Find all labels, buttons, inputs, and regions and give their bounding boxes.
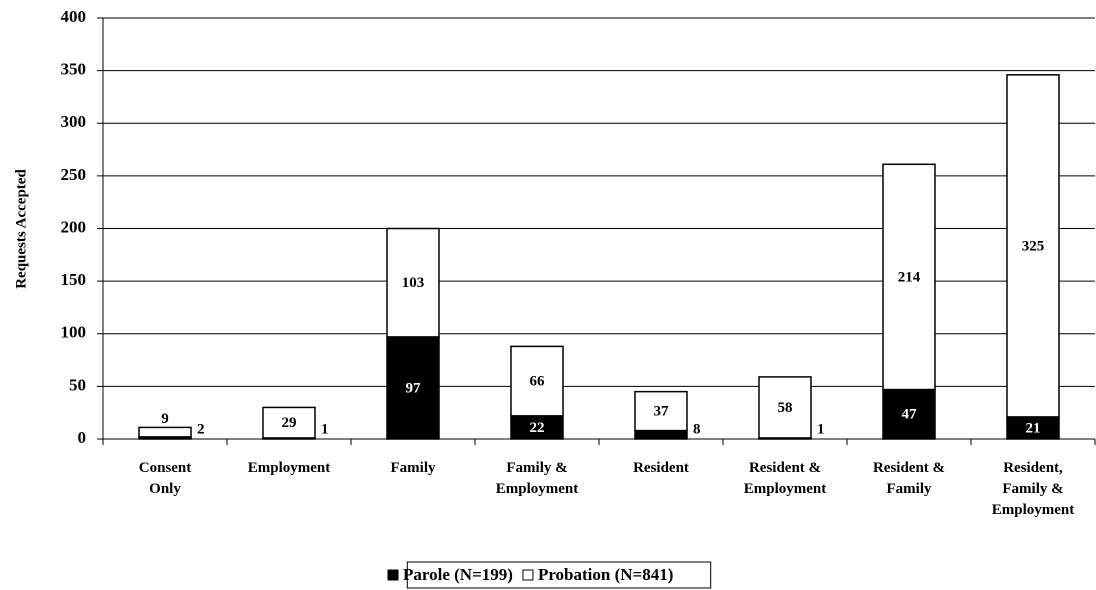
x-tick-label: Resident & Family [873, 460, 945, 497]
x-tick-label: Consent Only [139, 460, 192, 497]
data-label: 29 [282, 415, 297, 431]
bar-segment [634, 429, 688, 440]
bar-segment [1006, 74, 1060, 418]
data-label: 21 [1026, 420, 1041, 436]
x-tick-label-line: Employment [248, 460, 331, 476]
y-tick-label: 250 [61, 165, 87, 184]
data-label: 1 [321, 421, 329, 437]
y-tick-label: 100 [61, 323, 87, 342]
x-tick-label: Resident [633, 460, 689, 476]
y-tick-label: 300 [61, 112, 87, 131]
x-tick-label: Resident, Family & Employment [992, 460, 1075, 518]
bar-segment [510, 345, 564, 417]
legend-swatch [387, 569, 399, 581]
x-tick-label: Resident & Employment [744, 460, 827, 497]
x-tick-label-line: Family [391, 460, 436, 476]
data-label: 22 [530, 420, 545, 436]
y-tick-label: 200 [61, 217, 87, 236]
bar-segment [386, 336, 440, 440]
bar-segment [634, 390, 688, 432]
data-label: 1 [817, 421, 825, 437]
y-tick-label: 400 [61, 7, 87, 26]
data-label: 325 [1022, 238, 1045, 254]
data-label: 2 [197, 421, 205, 437]
x-tick-label: Family [391, 460, 436, 476]
x-tick-label-line: Resident & [873, 460, 945, 476]
x-tick-label-line: Employment [992, 502, 1075, 518]
y-tick-label: 150 [61, 270, 87, 289]
x-tick-label: Employment [248, 460, 331, 476]
x-tick-label-line: Family & [506, 460, 567, 476]
y-tick-label: 350 [61, 60, 87, 79]
x-tick-label-line: Resident & [749, 460, 821, 476]
data-label: 97 [406, 380, 422, 396]
data-label: 214 [898, 269, 921, 285]
legend-label: Parole (N=199) [403, 565, 513, 584]
x-tick-label-line: Consent [139, 460, 192, 476]
x-tick-label-line: Employment [496, 481, 579, 497]
x-tick-label-line: Employment [744, 481, 827, 497]
bar-segment [262, 406, 316, 439]
x-tick-label-line: Family & [1002, 481, 1063, 497]
bar-segment [882, 388, 936, 440]
x-tick-label-line: Resident [633, 460, 689, 476]
y-axis-label: Requests Accepted [13, 169, 29, 289]
y-tick-label: 0 [78, 428, 87, 447]
y-tick-label: 50 [69, 375, 86, 394]
x-tick-label-line: Resident, [1003, 460, 1063, 476]
bar-segment [758, 376, 812, 439]
legend-label: Probation (N=841) [538, 565, 673, 584]
data-label: 8 [693, 421, 701, 437]
data-label: 58 [778, 400, 793, 416]
data-label: 9 [161, 411, 169, 427]
x-tick-label-line: Family [887, 481, 932, 497]
x-tick-label: Family & Employment [496, 460, 579, 497]
bar-segment [882, 163, 936, 391]
x-tick-label-line: Only [149, 481, 181, 497]
legend-box [406, 561, 712, 589]
data-label: 103 [402, 275, 425, 291]
bar-segment [386, 227, 440, 338]
bar-segment [138, 426, 192, 438]
data-label: 47 [902, 407, 918, 423]
data-label: 66 [530, 374, 546, 390]
data-label: 37 [654, 404, 670, 420]
legend-swatch [522, 569, 534, 581]
